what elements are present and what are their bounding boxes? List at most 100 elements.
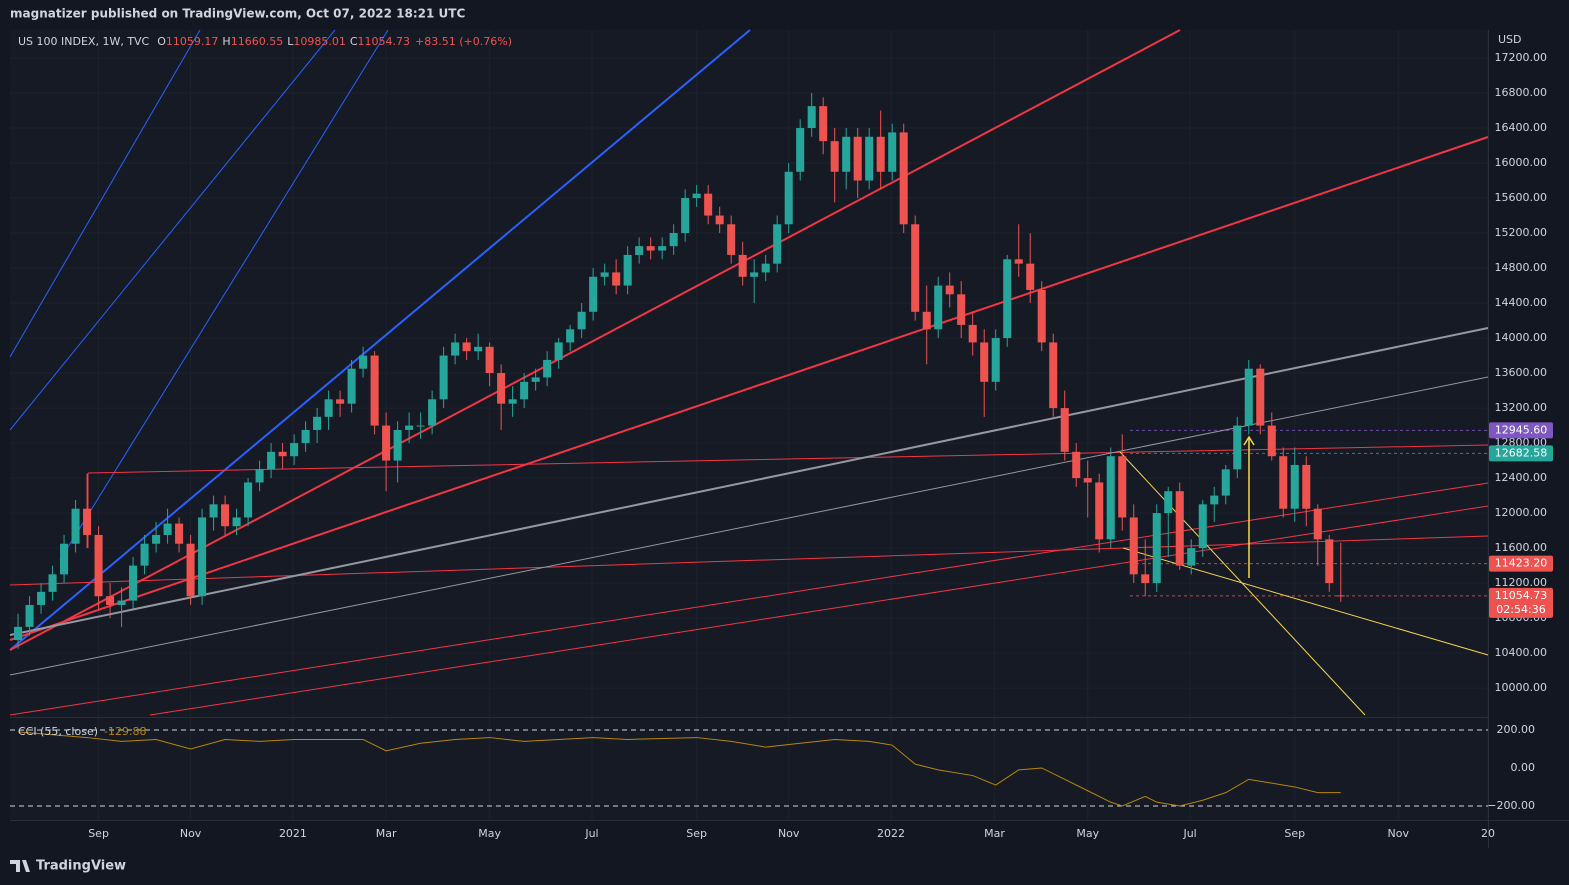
candle-body <box>646 246 655 251</box>
candle-body <box>37 591 46 605</box>
candle-body <box>1037 289 1046 343</box>
candle-body <box>1244 368 1253 426</box>
y-tick-label: 17200.00 <box>1495 51 1548 64</box>
y-tick-label: 11200.00 <box>1495 576 1548 589</box>
y-tick-label: 12400.00 <box>1495 471 1548 484</box>
candle-body <box>727 224 736 255</box>
candle-body <box>347 368 356 404</box>
ohlc-value: 11059.17 <box>166 35 219 48</box>
y-tick-label: 15600.00 <box>1495 191 1548 204</box>
candle-body <box>980 342 989 382</box>
candle-body <box>899 132 908 225</box>
candle-body <box>554 342 563 360</box>
candle-body <box>761 263 770 273</box>
brand-logo <box>10 860 30 872</box>
candle-body <box>221 504 230 527</box>
candle-body <box>1210 495 1219 505</box>
candle-body <box>1233 425 1242 470</box>
trend-line <box>9 327 1489 636</box>
candle-body <box>1313 508 1322 540</box>
x-tick-label: Mar <box>984 827 1005 840</box>
trend-line <box>59 29 389 561</box>
candle-body <box>623 254 632 286</box>
candle-body <box>1198 504 1207 549</box>
y-tick-label: 14800.00 <box>1495 261 1548 274</box>
x-tick-label: May <box>1076 827 1099 840</box>
currency: USD <box>1498 33 1522 46</box>
candle-body <box>439 355 448 400</box>
byline: magnatizer published on TradingView.com,… <box>10 7 465 21</box>
trend-line <box>149 505 1489 716</box>
candle-body <box>658 246 667 251</box>
y-tick-label: 13200.00 <box>1495 401 1548 414</box>
candle-body <box>715 215 724 225</box>
candle-body <box>232 517 241 527</box>
symbol-legend: US 100 INDEX, 1W, TVC O11059.17 H11660.55 L… <box>18 35 512 48</box>
candle-body <box>382 425 391 461</box>
x-tick-label: Nov <box>1388 827 1410 840</box>
candle-body <box>1267 425 1276 457</box>
candle-body <box>60 543 69 575</box>
candle-body <box>278 451 287 457</box>
cci-tick-label: −200.00 <box>1487 799 1535 812</box>
candle-body <box>152 534 161 544</box>
candle-body <box>324 399 333 417</box>
axes: Sep Nov 2021 Mar May Jul Sep Nov 2022 Mar May Jul Se… <box>88 51 1553 840</box>
candle-body <box>566 329 575 343</box>
price-label-box <box>1489 587 1553 618</box>
candle-body <box>600 272 609 277</box>
candle-body <box>681 198 690 234</box>
y-tick-label: 16400.00 <box>1495 121 1548 134</box>
price-label: 11423.20 <box>1495 557 1548 570</box>
ohlc-value: 11660.55 <box>231 35 284 48</box>
candle-body <box>830 141 839 172</box>
price-label-box <box>1489 422 1553 439</box>
candle-body <box>968 324 977 343</box>
candle-body <box>244 482 253 518</box>
candle-body <box>773 224 782 264</box>
price-label: 12945.60 <box>1495 423 1548 436</box>
candle-body <box>692 193 701 199</box>
candles <box>14 93 1345 807</box>
candle-body <box>1118 456 1127 518</box>
candle-body <box>451 342 460 356</box>
candle-body <box>175 523 184 544</box>
x-tick-label: Nov <box>180 827 202 840</box>
candle-body <box>497 373 506 404</box>
candle-body <box>25 604 34 627</box>
candle-body <box>589 276 598 312</box>
candle-body <box>865 136 874 181</box>
cci-tick-label: 0.00 <box>1511 761 1536 774</box>
y-tick-label: 14000.00 <box>1495 331 1548 344</box>
x-tick-label: 20 <box>1481 827 1495 840</box>
candle-body <box>1336 595 1345 597</box>
candle-body <box>807 106 816 129</box>
candle-body <box>1106 456 1115 540</box>
candle-body <box>198 517 207 597</box>
candle-body <box>370 355 379 426</box>
drawings <box>9 29 1489 716</box>
symbol: US 100 INDEX, 1W, TVC <box>18 35 150 48</box>
candle-body <box>140 543 149 566</box>
trend-line <box>9 376 1489 676</box>
candle-body <box>117 600 126 605</box>
candle-body <box>934 285 943 330</box>
ohlc-value: 10985.01 <box>293 35 346 48</box>
y-tick-label: 10000.00 <box>1495 681 1548 694</box>
candle-body <box>888 132 897 172</box>
candle-body <box>784 171 793 225</box>
candle-body <box>106 596 115 605</box>
trend-line <box>9 482 1489 716</box>
candle-body <box>301 429 310 444</box>
candle-body <box>819 106 828 142</box>
candle-body <box>1083 478 1092 483</box>
candle-body <box>359 355 368 369</box>
candle-body <box>209 504 218 518</box>
x-tick-label: Sep <box>88 827 109 840</box>
cci-last: -129.88 <box>104 725 146 738</box>
candle-body <box>669 233 678 247</box>
candle-body <box>750 272 759 277</box>
price-label-box <box>1489 555 1553 572</box>
candle-body <box>1164 491 1173 514</box>
